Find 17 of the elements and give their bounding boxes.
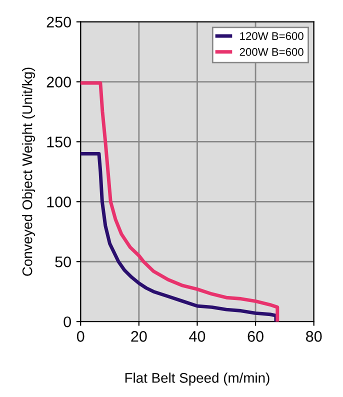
y-tick-label: 150 (47, 136, 71, 148)
line-series (80, 81, 280, 322)
line-series (80, 152, 278, 322)
y-tick-label: 100 (47, 196, 71, 208)
x-axis-title: Flat Belt Speed (m/min) (125, 372, 270, 386)
legend-label: 200W B=600 (240, 48, 304, 56)
y-axis-title: Conveyed Object Weight (Unit/kg) (22, 68, 35, 276)
x-tick-label: 60 (248, 331, 264, 342)
x-tick-label: 40 (189, 331, 206, 342)
y-tick-label: 250 (46, 16, 71, 28)
y-tick-label: 0 (64, 316, 71, 328)
legend-label: 120W B=600 (240, 32, 304, 40)
x-tick-label: 0 (76, 331, 84, 342)
x-tick-label: 20 (131, 331, 147, 342)
y-tick-label: 200 (46, 76, 71, 88)
y-tick-label: 50 (55, 256, 71, 268)
x-tick-label: 80 (306, 331, 322, 342)
